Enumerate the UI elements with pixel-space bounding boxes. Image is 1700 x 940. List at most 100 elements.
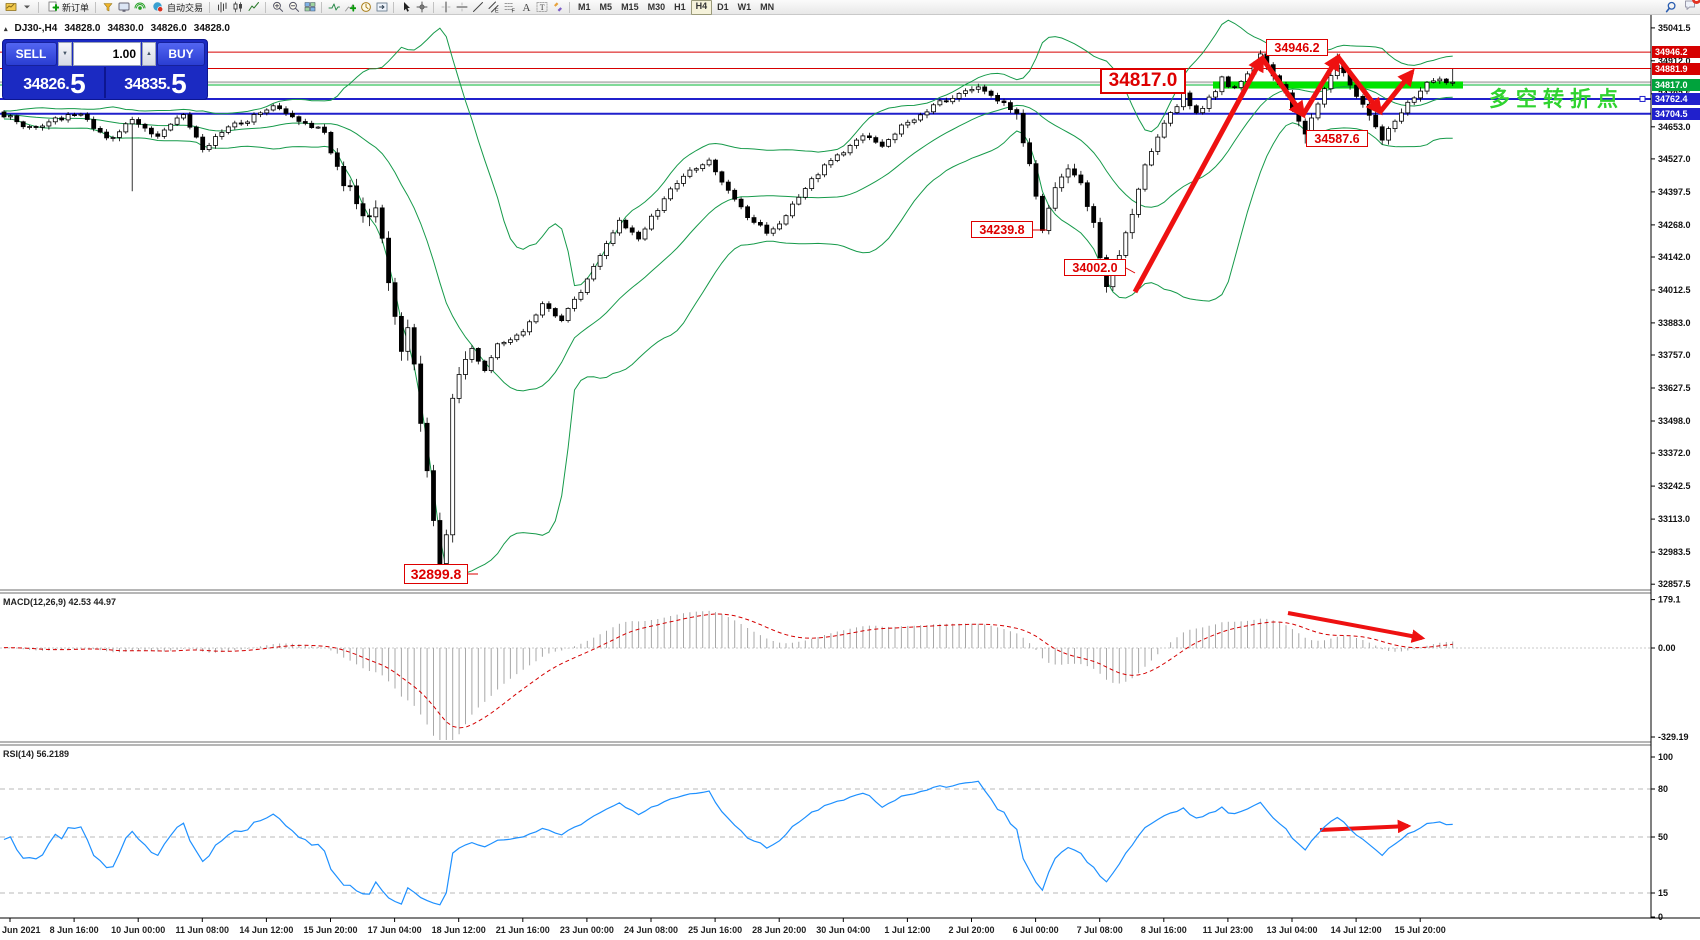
macd-pane <box>0 610 1651 740</box>
volume-decrease-button[interactable]: ▼ <box>58 42 72 66</box>
bollinger-bands <box>3 19 1453 576</box>
line-chart-icon[interactable] <box>246 1 261 14</box>
rsi-indicator-label: RSI(14) 56.2189 <box>3 749 70 759</box>
fibonacci-icon[interactable]: F <box>502 1 517 14</box>
market-watch-icon[interactable] <box>116 1 131 14</box>
timeframe-button-d1[interactable]: D1 <box>717 1 729 12</box>
svg-text:33242.5: 33242.5 <box>1658 481 1691 491</box>
ohlc-open: 34828.0 <box>64 23 101 34</box>
cursor-icon[interactable] <box>398 1 413 14</box>
macd-indicator-label: MACD(12,26,9) 42.53 44.97 <box>3 597 117 607</box>
buy-button[interactable]: BUY <box>157 42 205 66</box>
zoom-out-icon[interactable] <box>286 1 301 14</box>
svg-text:14 Jul 12:00: 14 Jul 12:00 <box>1331 925 1382 935</box>
shift-chart-icon[interactable] <box>374 1 389 14</box>
toolbar-separator <box>321 1 323 13</box>
price-axis-tag: 34762.4 <box>1652 93 1700 105</box>
new-order-button[interactable]: 新订单 <box>43 1 91 14</box>
svg-text:13 Jul 04:00: 13 Jul 04:00 <box>1266 925 1317 935</box>
text-icon[interactable]: A <box>518 1 533 14</box>
price-axis[interactable]: 35041.534912.034782.534653.034527.034397… <box>1650 15 1691 922</box>
svg-text:15 Jul 20:00: 15 Jul 20:00 <box>1395 925 1446 935</box>
auto-trading-icon[interactable] <box>150 1 165 14</box>
toolbar-separator <box>38 1 39 13</box>
callout-leader-lines <box>468 229 1136 575</box>
timeframe-button-m15[interactable]: M15 <box>621 1 639 12</box>
bollinger-lower <box>3 118 1453 576</box>
buy-price-int: 34835. <box>124 76 171 93</box>
toolbar-separator <box>209 1 211 13</box>
notification-badge[interactable]: 1 <box>1692 0 1700 4</box>
sell-button[interactable]: SELL <box>5 42 57 66</box>
toolbar-separator <box>433 1 435 13</box>
price-callout-label: 32899.8 <box>404 564 468 584</box>
auto-trading-label: 自动交易 <box>167 2 204 13</box>
clock-icon[interactable] <box>358 1 373 14</box>
timeframe-button-h4[interactable]: H4 <box>690 0 713 15</box>
svg-text:Jun 2021: Jun 2021 <box>2 925 41 935</box>
svg-text:11 Jul 23:00: 11 Jul 23:00 <box>1203 925 1254 935</box>
pane-dividers[interactable] <box>0 589 1651 746</box>
crosshair-icon[interactable] <box>414 1 429 14</box>
timeframe-button-mn[interactable]: MN <box>760 1 775 12</box>
svg-text:80: 80 <box>1658 784 1668 794</box>
svg-text:6 Jul 00:00: 6 Jul 00:00 <box>1013 925 1059 935</box>
svg-text:32857.5: 32857.5 <box>1658 579 1691 589</box>
symbol-chart-icon[interactable] <box>3 1 18 14</box>
svg-text:33113.0: 33113.0 <box>1658 514 1690 524</box>
channel-icon[interactable]: E <box>486 1 501 14</box>
timeframe-button-h1[interactable]: H1 <box>674 1 686 12</box>
svg-text:34653.0: 34653.0 <box>1658 122 1691 132</box>
rsi-line <box>3 780 1453 906</box>
price-axis-tag: 34881.9 <box>1652 63 1700 75</box>
shapes-icon[interactable] <box>550 1 565 14</box>
timeframe-button-w1[interactable]: W1 <box>737 1 752 12</box>
svg-text:23 Jun 00:00: 23 Jun 00:00 <box>560 925 614 935</box>
signal-icon[interactable] <box>132 1 147 14</box>
new-order-icon[interactable] <box>45 1 60 14</box>
time-axis[interactable]: Jun 2021 8 Jun 16:00 10 Jun 00:00 11 Jun 08… <box>0 917 1700 935</box>
timeframe-button-m30[interactable]: M30 <box>647 1 666 12</box>
ohlc-close: 34828.0 <box>193 23 230 34</box>
zoom-in-icon[interactable] <box>270 1 285 14</box>
collapse-panel-icon[interactable]: ▴ <box>4 25 8 33</box>
ohlc-high: 34830.0 <box>107 23 144 34</box>
volume-increase-button[interactable]: ▲ <box>142 42 156 66</box>
dropdown-caret-icon[interactable] <box>19 1 34 14</box>
macd-signal-line <box>3 613 1453 729</box>
timeframe-button-m5[interactable]: M5 <box>599 1 613 12</box>
support-highlight-band[interactable] <box>1213 81 1463 89</box>
candlestick-icon[interactable] <box>230 1 245 14</box>
profile-icon[interactable] <box>100 1 115 14</box>
tile-windows-icon[interactable] <box>302 1 317 14</box>
indicators-icon[interactable] <box>326 1 341 14</box>
rsi-pane <box>0 780 1651 906</box>
vertical-line-icon[interactable] <box>438 1 453 14</box>
svg-text:T: T <box>539 3 544 12</box>
svg-text:11 Jun 08:00: 11 Jun 08:00 <box>176 925 230 935</box>
sell-price[interactable]: 34826. 5 <box>5 67 104 98</box>
text-label-icon[interactable]: T <box>534 1 549 14</box>
svg-text:35041.5: 35041.5 <box>1658 23 1691 33</box>
svg-text:F: F <box>511 9 515 14</box>
svg-text:7 Jul 08:00: 7 Jul 08:00 <box>1077 925 1123 935</box>
svg-text:2 Jul 20:00: 2 Jul 20:00 <box>948 925 994 935</box>
trendline-icon[interactable] <box>470 1 485 14</box>
one-click-trade-panel: SELL ▼ ▲ BUY 34826.5 34835.5 <box>2 39 208 100</box>
timeframe-button-m1[interactable]: M1 <box>578 1 591 12</box>
toolbar-separator <box>265 1 267 13</box>
horizontal-line-icon[interactable] <box>454 1 469 14</box>
svg-text:33627.5: 33627.5 <box>1658 383 1691 393</box>
auto-trading-button[interactable]: 自动交易 <box>148 1 205 14</box>
svg-text:8 Jun 16:00: 8 Jun 16:00 <box>50 925 99 935</box>
volume-input[interactable] <box>73 42 141 66</box>
add-indicator-icon[interactable] <box>342 1 357 14</box>
bollinger-middle <box>3 86 1453 392</box>
svg-text:0: 0 <box>1658 912 1663 922</box>
search-icon[interactable] <box>1663 1 1678 14</box>
line-drag-handle[interactable] <box>1639 95 1646 102</box>
buy-price[interactable]: 34835. 5 <box>104 67 205 98</box>
bar-chart-icon[interactable] <box>214 1 229 14</box>
candlestick-series <box>1 50 1456 574</box>
